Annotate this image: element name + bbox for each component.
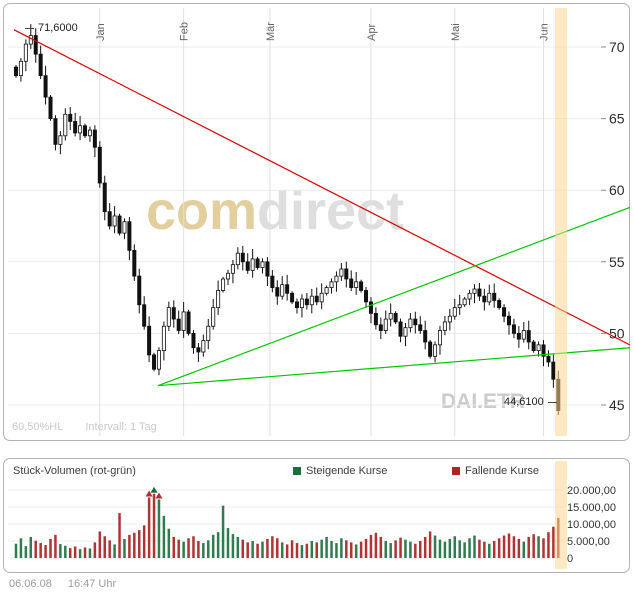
date-label: 06.06.08 bbox=[9, 578, 52, 590]
falling-swatch bbox=[452, 467, 460, 475]
comdirect-watermark: comdirect bbox=[146, 180, 404, 242]
legend-falling: Fallende Kurse bbox=[452, 465, 539, 477]
time-label: 16:47 Uhr bbox=[67, 578, 117, 590]
symbol-watermark: DAI.ETR bbox=[441, 390, 525, 413]
last-price-value: 44,6100 bbox=[504, 396, 544, 408]
hl-range-label: 60,50%HL bbox=[12, 421, 64, 433]
interval-label: Intervall: 1 Tag bbox=[85, 421, 157, 433]
last-price-label: 44,6100 bbox=[504, 396, 557, 408]
legend-falling-label: Fallende Kurse bbox=[465, 465, 539, 477]
legend-rising: Steigende Kurse bbox=[293, 465, 387, 477]
high-price-value: 71,6000 bbox=[38, 22, 78, 34]
volume-title: Stück-Volumen (rot-grün) bbox=[13, 465, 136, 477]
watermark-com: com bbox=[146, 181, 258, 241]
timestamp: 06.06.08 16:47 Uhr bbox=[9, 578, 116, 590]
rising-swatch bbox=[293, 467, 301, 475]
tick-dash bbox=[25, 27, 34, 29]
watermark-direct: direct bbox=[257, 181, 405, 241]
legend-rising-label: Steigende Kurse bbox=[306, 465, 388, 477]
high-price-label: 71,6000 bbox=[25, 22, 78, 34]
tick-dash bbox=[547, 401, 557, 403]
chart-footnote: 60,50%HL Intervall: 1 Tag bbox=[12, 421, 157, 433]
